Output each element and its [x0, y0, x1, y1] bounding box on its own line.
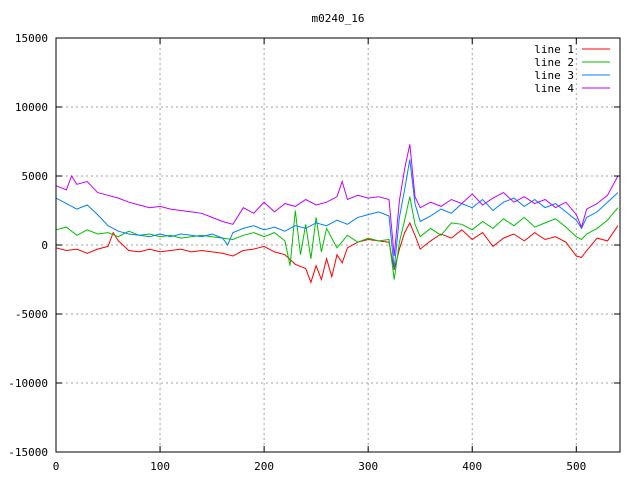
- series-line-4: [55, 144, 619, 257]
- plot-frame: [55, 37, 621, 453]
- y-tick-label: -5000: [15, 308, 48, 321]
- grid: [56, 38, 620, 452]
- y-tick-label: 15000: [15, 32, 48, 45]
- series-group: [55, 144, 619, 284]
- y-tick-label: 5000: [22, 170, 49, 183]
- x-tick-label: 200: [254, 460, 274, 473]
- legend-label-4: line 4: [534, 82, 574, 95]
- y-tick-label: -15000: [8, 446, 48, 459]
- legend-label-3: line 3: [534, 69, 574, 82]
- x-tick-label: 500: [566, 460, 586, 473]
- x-tick-label: 300: [358, 460, 378, 473]
- series-line-3: [55, 159, 619, 269]
- series-line-2: [55, 196, 619, 280]
- x-tick-label: 400: [462, 460, 482, 473]
- x-tick-label: 100: [150, 460, 170, 473]
- x-tick-label: 0: [53, 460, 60, 473]
- y-tick-label: 10000: [15, 101, 48, 114]
- legend-label-2: line 2: [534, 56, 574, 69]
- legend-label-1: line 1: [534, 43, 574, 56]
- chart-title: m0240_16: [312, 12, 365, 25]
- axis-ticks: 0 100 200 300 400 500 -15000 -10000 -5000 0 5000 10…: [8, 32, 620, 473]
- series-line-1: [55, 221, 619, 284]
- y-tick-label: 0: [41, 239, 48, 252]
- y-tick-label: -10000: [8, 377, 48, 390]
